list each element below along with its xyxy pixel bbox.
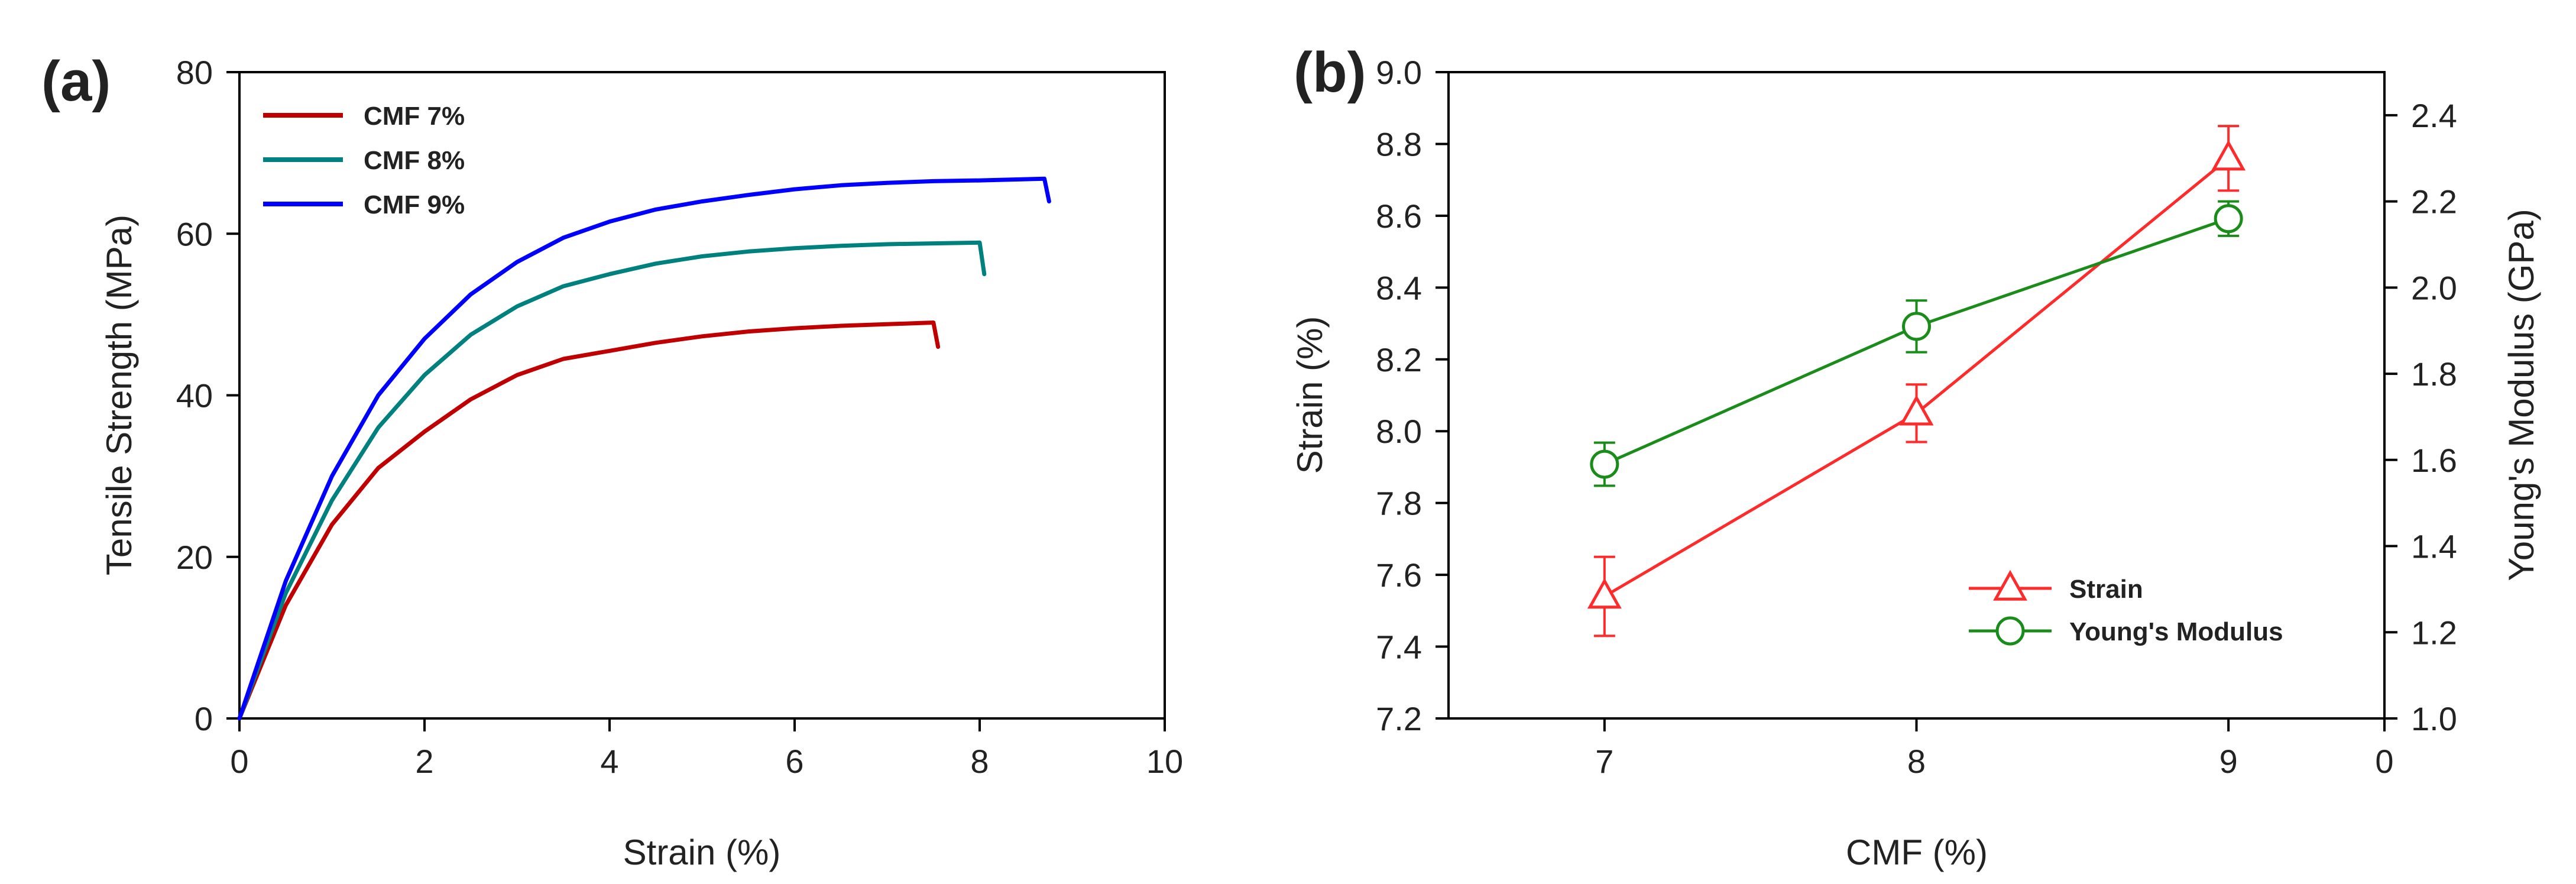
panel-b-modulus-point [1590, 449, 1619, 479]
panel-b-left-y-tick-label: 7.8 [1376, 485, 1422, 522]
panel-b-label: (b) [1294, 41, 1366, 104]
panel-b-right-y-tick-label: 1.0 [2411, 700, 2457, 737]
panel-b-left-y-tick-label: 7.2 [1376, 700, 1422, 737]
panel-b-x-tick-label: 0 [2375, 743, 2393, 780]
panel-b-left-y-tick-label: 7.4 [1376, 629, 1422, 666]
panel-b-right-y-tick-label: 1.8 [2411, 355, 2457, 393]
panel-a-legend-label: CMF 9% [364, 190, 465, 219]
panel-a-x-tick-label: 2 [415, 743, 433, 780]
panel-b-left-y-tick-label: 9.0 [1376, 54, 1422, 91]
panel-a-legend-label: CMF 8% [364, 146, 465, 175]
panel-b-x-tick-label: 7 [1595, 743, 1613, 780]
panel-b-modulus-point [2214, 204, 2243, 234]
panel-a-series-line-cmf-9 [237, 176, 1051, 721]
panel-a-x-tick-label: 8 [970, 743, 989, 780]
panel-a-y-tick-label: 60 [176, 215, 213, 252]
panel-b-x-axis-title: CMF (%) [1846, 833, 1988, 872]
panel-b-strain-modulus-chart: (b) 7 8 9 0 7.2 7.4 7.6 7.8 8.0 8.2 8.4 8.6 8.8 9.0 1.… [1290, 41, 2541, 872]
panel-a-axis-ticks: 0 2 4 6 8 10 0 20 40 60 80 [176, 54, 1183, 780]
panel-a-x-tick-label: 4 [600, 743, 618, 780]
panel-b-modulus-point [1902, 312, 1931, 341]
panel-b-right-y-tick-label: 1.6 [2411, 442, 2457, 479]
panel-b-left-y-tick-label: 8.0 [1376, 413, 1422, 450]
panel-a-y-tick-label: 20 [176, 539, 213, 576]
panel-b-series-group [1587, 125, 2246, 637]
panel-a-y-tick-label: 40 [176, 377, 213, 415]
panel-a-label: (a) [41, 50, 111, 113]
panel-a-series-line-cmf-8 [237, 240, 987, 721]
panel-b-x-tick-label: 9 [2219, 743, 2238, 780]
panel-b-left-y-tick-label: 8.8 [1376, 125, 1422, 163]
panel-b-x-tick-label: 8 [1907, 743, 1926, 780]
panel-b-axis-ticks: 7 8 9 0 7.2 7.4 7.6 7.8 8.0 8.2 8.4 8.6 8.8 9.0 1.0 1.2… [1376, 54, 2457, 780]
panel-b-legend-triangle-marker [1993, 569, 2027, 601]
panel-b-right-y-tick-label: 2.4 [2411, 97, 2457, 134]
panel-a-x-tick-label: 6 [785, 743, 803, 780]
panel-b-left-y-tick-label: 8.6 [1376, 197, 1422, 235]
panel-a-y-axis-title: Tensile Strength (MPa) [99, 215, 139, 575]
panel-b-legend-circle-marker [1995, 616, 2025, 646]
panel-a-series-group [237, 176, 1051, 721]
panel-b-left-y-tick-label: 7.6 [1376, 556, 1422, 594]
panel-b-strain-point [1899, 394, 1934, 426]
panel-a-x-axis-title: Strain (%) [623, 833, 781, 872]
panel-b-right-y-tick-label: 1.4 [2411, 528, 2457, 565]
panel-b-right-y-tick-label: 2.2 [2411, 183, 2457, 221]
panel-b-legend-label: Strain [2069, 575, 2143, 604]
panel-a-legend-label: CMF 7% [364, 102, 465, 131]
panel-b-right-y-tick-label: 1.2 [2411, 614, 2457, 651]
panel-a-x-tick-label: 10 [1146, 743, 1183, 780]
panel-b-left-y-tick-label: 8.2 [1376, 341, 1422, 378]
panel-b-legend-label: Young's Modulus [2069, 617, 2283, 646]
panel-b-right-y-axis-title: Young's Modulus (GPa) [2502, 209, 2541, 581]
panel-a-series-line-cmf-7 [237, 320, 941, 721]
panel-b-right-y-tick-label: 2.0 [2411, 269, 2457, 306]
panel-b-strain-point [2211, 140, 2246, 171]
panel-a-x-tick-label: 0 [230, 743, 248, 780]
panel-b-strain-point [1587, 578, 1622, 609]
panel-a-legend: CMF 7% CMF 8% CMF 9% [263, 102, 465, 219]
panel-a-y-tick-label: 80 [176, 54, 213, 91]
panel-b-legend: Strain Young's Modulus [1969, 569, 2283, 646]
panel-b-left-y-tick-label: 8.4 [1376, 269, 1422, 306]
panel-a-y-tick-label: 0 [195, 700, 213, 737]
panel-b-left-y-axis-title: Strain (%) [1290, 316, 1330, 474]
